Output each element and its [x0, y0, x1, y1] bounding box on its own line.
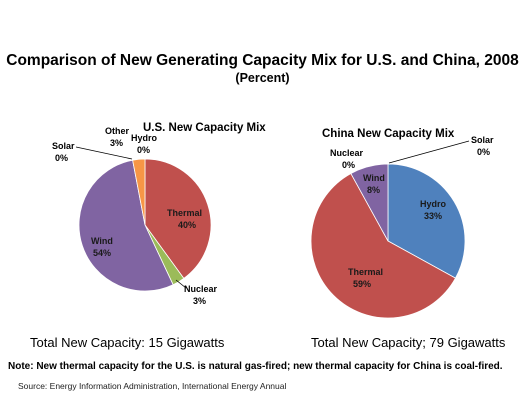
- us-slice-other: [132, 158, 146, 226]
- us-label-wind-pct: 54%: [93, 248, 111, 258]
- china-label-wind-name: Wind: [363, 173, 385, 183]
- china-label-thermal-pct: 59%: [353, 279, 371, 289]
- china-label-hydro-name: Hydro: [420, 199, 447, 209]
- china-label-nuclear-name: Nuclear: [330, 148, 364, 158]
- source-note: Source: Energy Information Administratio…: [18, 381, 287, 391]
- china-slice-hydro: [387, 163, 466, 279]
- us-slice-thermal: [144, 158, 212, 279]
- us-label-solar-name: Solar: [52, 141, 75, 151]
- us-label-nuclear-pct: 3%: [193, 296, 206, 306]
- china-leader-solar: [388, 140, 470, 164]
- us-label-other-name: Other: [105, 126, 130, 136]
- china-label-solar-name: Solar: [471, 135, 494, 145]
- china-label-nuclear-pct: 0%: [342, 160, 355, 170]
- chart-subtitle: (Percent): [235, 71, 290, 85]
- china-total-capacity: Total New Capacity; 79 Gigawatts: [311, 335, 506, 350]
- us-pie-title: U.S. New Capacity Mix: [143, 122, 266, 134]
- chart-title: Comparison of New Generating Capacity Mi…: [6, 52, 519, 69]
- china-label-wind-pct: 8%: [367, 185, 380, 195]
- us-label-other-pct: 3%: [110, 138, 123, 148]
- china-slice-wind: [350, 163, 389, 242]
- china-slice-thermal: [310, 172, 457, 319]
- us-label-thermal-pct: 40%: [178, 220, 196, 230]
- footnote: Note: New thermal capacity for the U.S. …: [8, 361, 503, 372]
- china-pie-chart: [310, 163, 466, 319]
- us-label-solar-pct: 0%: [55, 153, 68, 163]
- us-total-capacity: Total New Capacity: 15 Gigawatts: [30, 335, 225, 350]
- china-label-solar-pct: 0%: [477, 147, 490, 157]
- us-label-wind-name: Wind: [91, 236, 113, 246]
- us-leader-nuclear: [175, 279, 187, 289]
- us-slice-wind: [78, 159, 174, 292]
- us-label-hydro-pct: 0%: [137, 145, 150, 155]
- us-leader-solar: [75, 146, 133, 160]
- china-label-hydro-pct: 33%: [424, 211, 442, 221]
- us-label-hydro-name: Hydro: [131, 133, 158, 143]
- china-pie-title: China New Capacity Mix: [322, 128, 455, 140]
- us-label-thermal-name: Thermal: [167, 208, 202, 218]
- us-label-nuclear-name: Nuclear: [184, 284, 218, 294]
- us-pie-chart: [78, 158, 212, 292]
- china-label-thermal-name: Thermal: [348, 267, 383, 277]
